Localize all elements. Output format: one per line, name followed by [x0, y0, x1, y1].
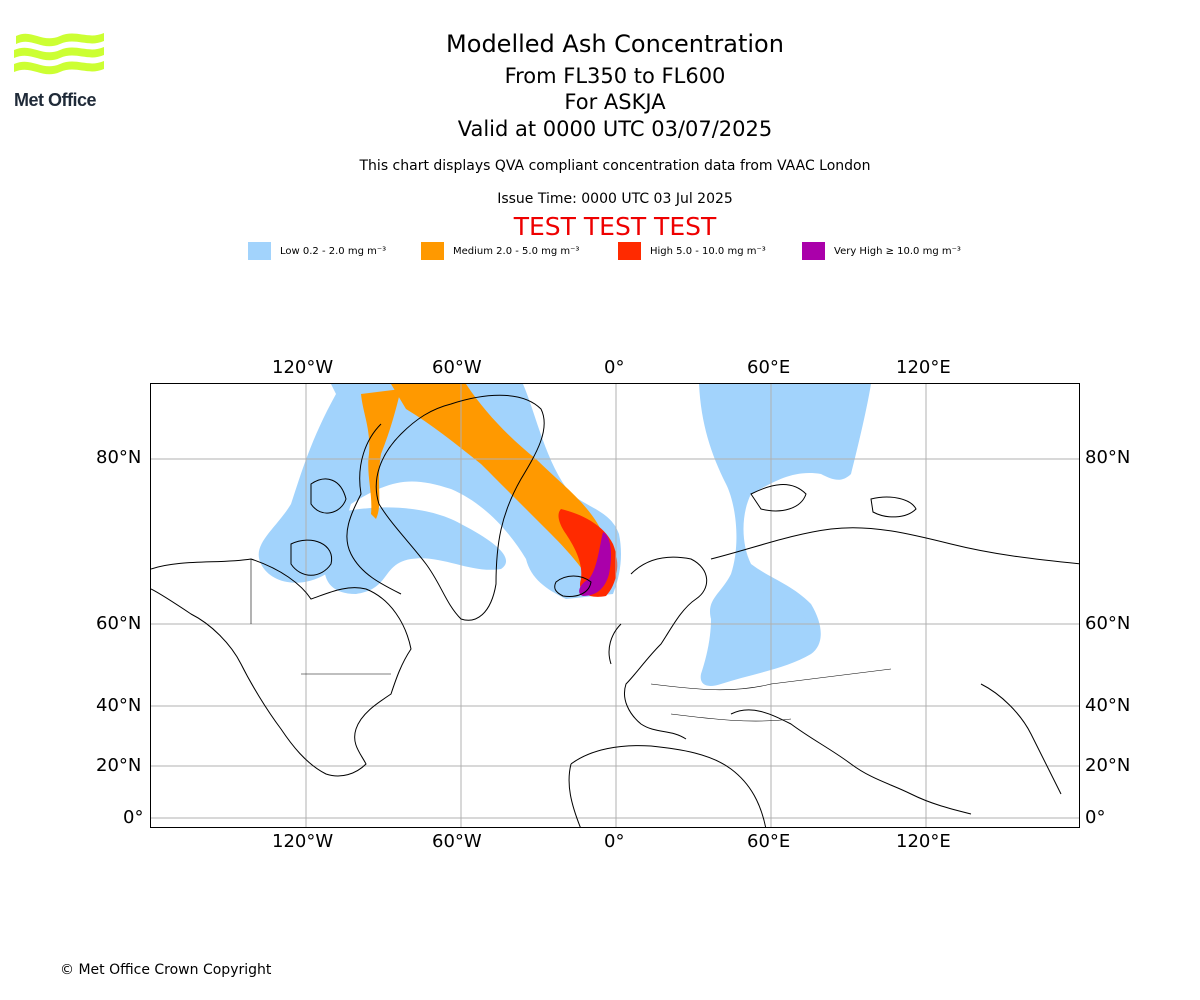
lat-label-left-40n: 40°N [96, 695, 142, 716]
borders [250, 559, 892, 722]
legend-swatch-very-high [802, 242, 825, 260]
chart-title: Modelled Ash Concentration [446, 30, 784, 58]
legend-swatch-high [618, 242, 641, 260]
compliance-note: This chart displays QVA compliant concen… [359, 158, 871, 174]
coastlines [151, 394, 1079, 827]
lon-label-bottom-60e: 60°E [747, 831, 791, 852]
valid-time: Valid at 0000 UTC 03/07/2025 [457, 117, 773, 141]
legend-item-medium: Medium 2.0 - 5.0 mg m⁻³ [421, 242, 579, 260]
lat-label-right-60n: 60°N [1085, 613, 1131, 634]
legend-swatch-medium [421, 242, 444, 260]
legend-item-low: Low 0.2 - 2.0 mg m⁻³ [248, 242, 386, 260]
lat-label-left-20n: 20°N [96, 755, 142, 776]
map-canvas [151, 384, 1079, 827]
logo-text: Met Office [14, 90, 97, 110]
issue-time: Issue Time: 0000 UTC 03 Jul 2025 [497, 191, 733, 207]
met-office-logo: Met Office [12, 30, 112, 112]
legend-item-very-high: Very High ≥ 10.0 mg m⁻³ [802, 242, 961, 260]
lat-label-right-0: 0° [1085, 807, 1106, 828]
ash-concentration-map[interactable] [150, 383, 1080, 828]
lon-label-top-120w: 120°W [272, 357, 334, 378]
lon-label-top-60e: 60°E [747, 357, 791, 378]
lat-label-left-0: 0° [123, 807, 144, 828]
legend-swatch-low [248, 242, 271, 260]
lat-label-right-40n: 40°N [1085, 695, 1131, 716]
legend-label-low: Low 0.2 - 2.0 mg m⁻³ [280, 245, 387, 257]
legend-label-high: High 5.0 - 10.0 mg m⁻³ [650, 245, 766, 257]
ash-layer-medium [361, 384, 609, 589]
lat-label-left-80n: 80°N [96, 447, 142, 468]
legend-label-very-high: Very High ≥ 10.0 mg m⁻³ [834, 245, 961, 257]
ash-layer-very-high [579, 532, 611, 596]
legend-label-medium: Medium 2.0 - 5.0 mg m⁻³ [453, 245, 580, 257]
lon-label-bottom-60w: 60°W [432, 831, 482, 852]
legend-item-high: High 5.0 - 10.0 mg m⁻³ [618, 242, 766, 260]
test-banner: TEST TEST TEST [513, 212, 717, 241]
lon-label-bottom-0: 0° [604, 831, 625, 852]
lon-label-top-0: 0° [604, 357, 625, 378]
lon-label-bottom-120e: 120°E [896, 831, 951, 852]
graticule [151, 384, 1079, 827]
volcano-name: For ASKJA [564, 90, 666, 114]
copyright: © Met Office Crown Copyright [60, 962, 272, 978]
lon-label-bottom-120w: 120°W [272, 831, 334, 852]
lat-label-right-20n: 20°N [1085, 755, 1131, 776]
lat-label-right-80n: 80°N [1085, 447, 1131, 468]
lat-label-left-60n: 60°N [96, 613, 142, 634]
met-office-wave-icon [14, 33, 104, 75]
flight-level-range: From FL350 to FL600 [504, 64, 726, 88]
lon-label-top-60w: 60°W [432, 357, 482, 378]
lon-label-top-120e: 120°E [896, 357, 951, 378]
